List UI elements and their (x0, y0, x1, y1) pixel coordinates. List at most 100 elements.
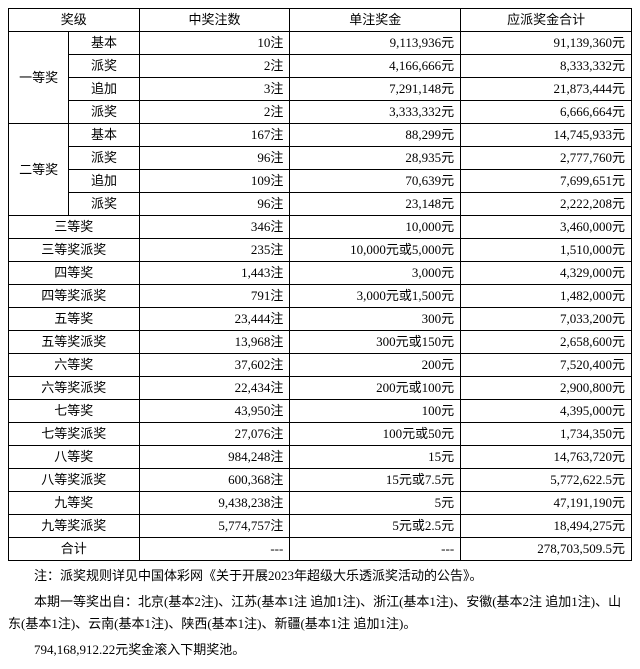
total-cell: 2,900,800元 (461, 377, 632, 400)
level-cell: 八等奖 (9, 446, 140, 469)
table-row: 派奖 96注 28,935元 2,777,760元 (9, 147, 632, 170)
total-cell: 18,494,275元 (461, 515, 632, 538)
total-cell: 2,777,760元 (461, 147, 632, 170)
sub-cell: 派奖 (69, 147, 139, 170)
total-cell: 47,191,190元 (461, 492, 632, 515)
unit-cell: 28,935元 (290, 147, 461, 170)
total-cell: 5,772,622.5元 (461, 469, 632, 492)
table-row: 三等奖派奖235注10,000元或5,000元1,510,000元 (9, 239, 632, 262)
table-row: 三等奖346注10,000元3,460,000元 (9, 216, 632, 239)
table-row: 六等奖派奖22,434注200元或100元2,900,800元 (9, 377, 632, 400)
level-cell: 四等奖 (9, 262, 140, 285)
table-row: 四等奖派奖791注3,000元或1,500元1,482,000元 (9, 285, 632, 308)
total-cell: 4,329,000元 (461, 262, 632, 285)
unit-cell: 100元或50元 (290, 423, 461, 446)
total-cell: 7,520,400元 (461, 354, 632, 377)
total-cell: 91,139,360元 (461, 32, 632, 55)
note-line-2: 本期一等奖出自：北京(基本2注)、江苏(基本1注 追加1注)、浙江(基本1注)、… (8, 591, 632, 635)
unit-cell: 3,333,332元 (290, 101, 461, 124)
table-row: 二等奖 基本 167注 88,299元 14,745,933元 (9, 124, 632, 147)
unit-cell: 100元 (290, 400, 461, 423)
count-cell: 1,443注 (139, 262, 290, 285)
header-unit: 单注奖金 (290, 9, 461, 32)
level-cell: 六等奖派奖 (9, 377, 140, 400)
sub-cell: 基本 (69, 32, 139, 55)
count-cell: 37,602注 (139, 354, 290, 377)
sub-cell: 追加 (69, 170, 139, 193)
count-cell: 791注 (139, 285, 290, 308)
sub-cell: 派奖 (69, 101, 139, 124)
total-cell: 21,873,444元 (461, 78, 632, 101)
total-cell: 1,482,000元 (461, 285, 632, 308)
total-cell: 2,222,208元 (461, 193, 632, 216)
total-cell: 1,510,000元 (461, 239, 632, 262)
note-line-3: 794,168,912.22元奖金滚入下期奖池。 (8, 639, 632, 661)
header-row: 奖级 中奖注数 单注奖金 应派奖金合计 (9, 9, 632, 32)
table-row: 追加 109注 70,639元 7,699,651元 (9, 170, 632, 193)
count-cell: 2注 (139, 55, 290, 78)
note-line-1: 注：派奖规则详见中国体彩网《关于开展2023年超级大乐透派奖活动的公告》。 (8, 565, 632, 587)
singles-body: 三等奖346注10,000元3,460,000元三等奖派奖235注10,000元… (9, 216, 632, 561)
level-cell: 四等奖派奖 (9, 285, 140, 308)
table-row: 派奖 2注 3,333,332元 6,666,664元 (9, 101, 632, 124)
count-cell: --- (139, 538, 290, 561)
table-row: 五等奖派奖13,968注300元或150元2,658,600元 (9, 331, 632, 354)
unit-cell: 10,000元或5,000元 (290, 239, 461, 262)
sub-cell: 派奖 (69, 193, 139, 216)
count-cell: 9,438,238注 (139, 492, 290, 515)
header-total: 应派奖金合计 (461, 9, 632, 32)
total-cell: 6,666,664元 (461, 101, 632, 124)
table-row: 派奖 96注 23,148元 2,222,208元 (9, 193, 632, 216)
unit-cell: 3,000元或1,500元 (290, 285, 461, 308)
unit-cell: 15元 (290, 446, 461, 469)
level-cell: 一等奖 (9, 32, 69, 124)
table-body: 一等奖 基本 10注 9,113,936元 91,139,360元 派奖 2注 … (9, 32, 632, 216)
total-cell: 14,763,720元 (461, 446, 632, 469)
total-cell: 2,658,600元 (461, 331, 632, 354)
level-cell: 五等奖 (9, 308, 140, 331)
header-level: 奖级 (9, 9, 140, 32)
count-cell: 27,076注 (139, 423, 290, 446)
level-cell: 二等奖 (9, 124, 69, 216)
count-cell: 5,774,757注 (139, 515, 290, 538)
sub-cell: 基本 (69, 124, 139, 147)
table-row: 七等奖派奖27,076注100元或50元1,734,350元 (9, 423, 632, 446)
count-cell: 22,434注 (139, 377, 290, 400)
prize-table: 奖级 中奖注数 单注奖金 应派奖金合计 一等奖 基本 10注 9,113,936… (8, 8, 632, 561)
table-row: 六等奖37,602注200元7,520,400元 (9, 354, 632, 377)
unit-cell: 88,299元 (290, 124, 461, 147)
unit-cell: 5元 (290, 492, 461, 515)
count-cell: 167注 (139, 124, 290, 147)
count-cell: 3注 (139, 78, 290, 101)
unit-cell: 4,166,666元 (290, 55, 461, 78)
count-cell: 600,368注 (139, 469, 290, 492)
count-cell: 96注 (139, 193, 290, 216)
unit-cell: 3,000元 (290, 262, 461, 285)
level-cell: 三等奖 (9, 216, 140, 239)
count-cell: 109注 (139, 170, 290, 193)
total-cell: 7,699,651元 (461, 170, 632, 193)
count-cell: 984,248注 (139, 446, 290, 469)
count-cell: 235注 (139, 239, 290, 262)
unit-cell: 15元或7.5元 (290, 469, 461, 492)
level-cell: 七等奖 (9, 400, 140, 423)
unit-cell: 9,113,936元 (290, 32, 461, 55)
table-row: 九等奖9,438,238注5元47,191,190元 (9, 492, 632, 515)
level-cell: 合计 (9, 538, 140, 561)
count-cell: 10注 (139, 32, 290, 55)
unit-cell: 7,291,148元 (290, 78, 461, 101)
count-cell: 346注 (139, 216, 290, 239)
header-count: 中奖注数 (139, 9, 290, 32)
count-cell: 43,950注 (139, 400, 290, 423)
count-cell: 2注 (139, 101, 290, 124)
unit-cell: 5元或2.5元 (290, 515, 461, 538)
level-cell: 九等奖 (9, 492, 140, 515)
total-cell: 3,460,000元 (461, 216, 632, 239)
table-row: 四等奖1,443注3,000元4,329,000元 (9, 262, 632, 285)
table-row: 派奖 2注 4,166,666元 8,333,332元 (9, 55, 632, 78)
level-cell: 九等奖派奖 (9, 515, 140, 538)
total-cell: 8,333,332元 (461, 55, 632, 78)
level-cell: 六等奖 (9, 354, 140, 377)
level-cell: 五等奖派奖 (9, 331, 140, 354)
sub-cell: 追加 (69, 78, 139, 101)
